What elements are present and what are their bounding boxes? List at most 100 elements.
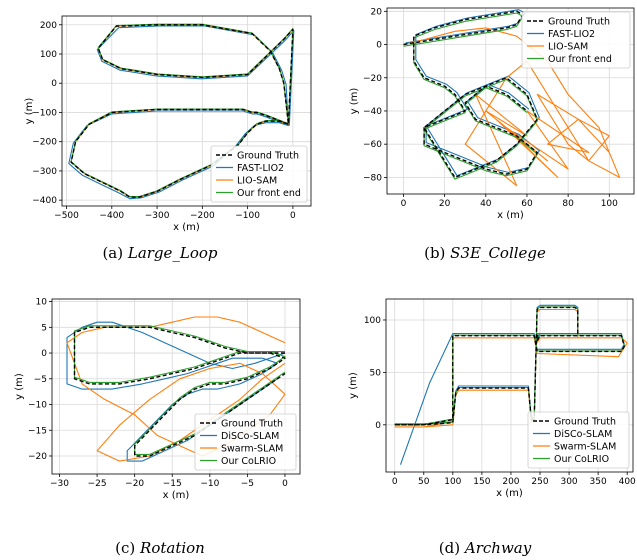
x-tick-label: −10 (200, 479, 219, 489)
series-line-disco-slam (394, 304, 625, 465)
y-tick-label: −5 (34, 375, 47, 385)
y-tick-label: 0 (375, 421, 381, 431)
x-tick-label: 40 (480, 199, 492, 209)
series-line-fast-lio2 (405, 9, 540, 177)
chart-panel-1: −500 −400 −300 −200 −100 0 −400 −300 −200 −100 0 10… (24, 15, 312, 262)
caption-name: S3E_College (450, 244, 546, 262)
series-line-fast-lio2 (68, 25, 295, 200)
y-tick-label: 200 (40, 21, 57, 31)
legend-entry: Ground Truth (554, 416, 616, 427)
series-line-our-colrio (394, 306, 625, 425)
series-group (394, 304, 628, 465)
series-line-our-front-end (403, 12, 538, 180)
x-tick-label: −200 (190, 211, 215, 221)
series-group (403, 9, 621, 187)
legend-box (527, 411, 630, 469)
plot-frame (51, 298, 301, 475)
caption-label: (c) (115, 539, 140, 557)
y-axis-label: y (m) (349, 88, 360, 115)
x-tick-label: 0 (401, 199, 407, 209)
caption-label: (b) (424, 244, 450, 262)
x-tick-label: −5 (241, 479, 254, 489)
panel-caption: (a) Large_Loop (102, 244, 217, 262)
x-tick-label: 0 (392, 477, 398, 487)
x-tick-label: 250 (531, 477, 548, 487)
chart-panel-4: 0 50 100 150 200 250 300 350 400 0 50 100 x (m) y (m)… (348, 298, 636, 557)
y-tick-label: 20 (371, 7, 383, 17)
legend-box (521, 11, 631, 69)
x-axis-label: x (m) (497, 210, 524, 221)
legend-entry: DiSCo-SLAM (221, 431, 279, 442)
caption-name: Rotation (139, 539, 205, 557)
y-tick-label: −10 (28, 401, 47, 411)
x-tick-label: 200 (502, 477, 519, 487)
caption-label: (d) (439, 539, 465, 557)
plot-frame (61, 15, 312, 207)
panel-caption: (b) S3E_College (424, 244, 546, 262)
legend-entry: Swarm-SLAM (554, 441, 616, 452)
legend-entry: Ground Truth (237, 150, 299, 161)
y-axis-label: y (m) (24, 98, 35, 125)
x-axis-label: x (m) (496, 488, 523, 499)
x-tick-label: −100 (235, 211, 260, 221)
y-tick-label: −100 (32, 108, 57, 118)
legend-entry: DiSCo-SLAM (554, 429, 612, 440)
legend-entry: FAST-LIO2 (237, 163, 284, 174)
y-axis-label: y (m) (14, 373, 25, 400)
series-line-ground-truth (70, 24, 294, 198)
legend-entry: FAST-LIO2 (548, 29, 595, 40)
series-group (68, 23, 295, 200)
x-tick-label: 100 (444, 477, 461, 487)
legend-entry: Swarm-SLAM (221, 443, 283, 454)
y-tick-label: −400 (32, 196, 57, 206)
x-axis-label: x (m) (173, 222, 200, 233)
legend-entry: LIO-SAM (237, 175, 277, 186)
legend-entry: Our CoLRIO (554, 454, 609, 465)
series-line-lio-sam (403, 27, 621, 187)
x-tick-label: 0 (290, 211, 296, 221)
x-tick-label: 300 (560, 477, 577, 487)
x-tick-label: −15 (163, 479, 182, 489)
y-tick-label: −20 (28, 452, 47, 462)
panel-caption: (d) Archway (439, 539, 532, 557)
caption-name: Large_Loop (127, 244, 218, 262)
plot-frame (386, 7, 635, 195)
panel-caption: (c) Rotation (115, 539, 205, 557)
y-tick-label: 50 (370, 368, 382, 378)
legend-entry: Our front end (548, 54, 612, 65)
legend-entry: Ground Truth (221, 418, 283, 429)
x-tick-label: 20 (439, 199, 451, 209)
legend-box (210, 145, 308, 203)
x-tick-label: 50 (418, 477, 430, 487)
series-line-ground-truth (403, 10, 538, 179)
y-tick-label: −20 (363, 74, 382, 84)
legend-entry: Ground Truth (548, 16, 610, 27)
x-tick-label: −500 (54, 211, 79, 221)
plot-frame (385, 298, 634, 473)
caption-name: Archway (463, 539, 532, 557)
series-line-swarm-slam (394, 308, 628, 428)
y-tick-label: 10 (36, 298, 48, 308)
y-tick-label: 100 (364, 316, 381, 326)
legend-entry: Our CoLRIO (221, 456, 276, 467)
y-tick-label: −60 (363, 140, 382, 150)
x-tick-label: 0 (282, 479, 288, 489)
y-tick-label: −15 (28, 426, 47, 436)
x-tick-label: −300 (145, 211, 170, 221)
series-line-our-colrio (73, 325, 286, 455)
x-tick-label: 400 (619, 477, 636, 487)
y-tick-label: −80 (363, 173, 382, 183)
y-tick-label: 0 (376, 41, 382, 51)
caption-label: (a) (102, 244, 127, 262)
y-tick-label: 0 (51, 79, 57, 89)
x-tick-label: 100 (601, 199, 618, 209)
chart-panel-2: 0 20 40 60 80 100 −80 −60 −40 −20 0 20 x (m) y (m) Gro… (349, 7, 635, 262)
x-tick-label: −25 (88, 479, 107, 489)
y-tick-label: −40 (363, 107, 382, 117)
legend-box (194, 413, 297, 471)
y-tick-label: −300 (32, 167, 57, 177)
x-tick-label: 60 (521, 199, 533, 209)
